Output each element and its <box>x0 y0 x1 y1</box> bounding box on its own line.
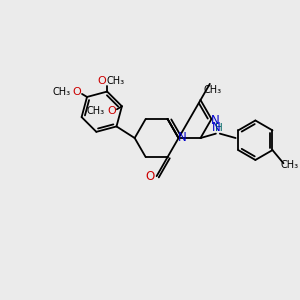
Text: O: O <box>98 76 106 85</box>
Text: CH₃: CH₃ <box>87 106 105 116</box>
Text: N: N <box>211 113 220 127</box>
Text: N: N <box>178 130 187 143</box>
Text: O: O <box>145 169 154 183</box>
Text: H: H <box>215 123 223 133</box>
Text: O: O <box>73 87 81 97</box>
Text: CH₃: CH₃ <box>204 85 222 95</box>
Text: CH₃: CH₃ <box>106 76 124 85</box>
Text: O: O <box>107 106 116 116</box>
Text: N: N <box>212 121 220 134</box>
Text: CH₃: CH₃ <box>52 87 70 97</box>
Text: CH₃: CH₃ <box>280 160 298 170</box>
